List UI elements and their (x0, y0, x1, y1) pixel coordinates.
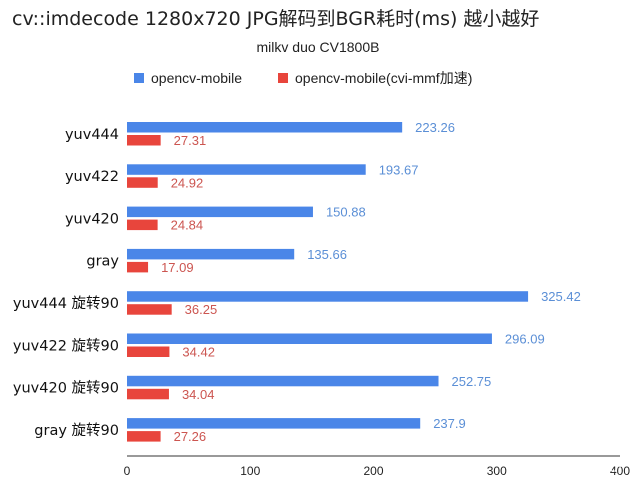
bar-opencv-mobile (127, 206, 313, 218)
category-label: gray (86, 254, 119, 270)
bar-cvi-mmf (127, 346, 170, 357)
bar-cvi-mmf (127, 431, 161, 442)
category-label: yuv422 旋转90 (13, 337, 119, 354)
data-label-cvi-mmf: 27.26 (174, 429, 207, 444)
category-label: yuv444 (65, 127, 119, 143)
data-label-cvi-mmf: 27.31 (174, 133, 207, 148)
bar-cvi-mmf (127, 219, 158, 231)
bar-opencv-mobile (127, 122, 403, 133)
legend-label-series-2: opencv-mobile(cvi-mmf加速) (295, 70, 472, 86)
chart-title: cv::imdecode 1280x720 JPG解码到BGR耗时(ms) 越小… (12, 8, 539, 30)
bar-cvi-mmf (127, 388, 169, 400)
data-label-opencv-mobile: 296.09 (505, 332, 545, 347)
data-label-opencv-mobile: 135.66 (307, 247, 347, 262)
data-label-cvi-mmf: 34.42 (182, 345, 215, 360)
bar-cvi-mmf (127, 135, 161, 146)
bar-cvi-mmf (127, 304, 172, 315)
data-label-opencv-mobile: 193.67 (379, 162, 419, 177)
x-tick-label: 0 (124, 464, 131, 478)
chart-subtitle: milkv duo CV1800B (257, 39, 380, 55)
category-label: yuv422 (65, 169, 119, 185)
data-label-cvi-mmf: 24.84 (171, 218, 204, 233)
bar-opencv-mobile (127, 418, 421, 429)
bar-cvi-mmf (127, 261, 149, 273)
plot-area: 0 100 200 300 400 yuv444 223.26 27.31 yuv422 193.… (13, 120, 630, 478)
x-tick-label: 400 (610, 464, 630, 478)
bar-cvi-mmf (127, 177, 158, 188)
legend: opencv-mobile opencv-mobile(cvi-mmf加速) (134, 70, 472, 86)
data-label-cvi-mmf: 24.92 (171, 175, 204, 190)
data-label-cvi-mmf: 36.25 (185, 302, 218, 317)
x-tick-label: 300 (487, 464, 507, 478)
bar-opencv-mobile (127, 291, 529, 302)
data-label-opencv-mobile: 150.88 (326, 205, 366, 220)
bar-opencv-mobile (127, 333, 492, 344)
category-label: yuv420 旋转90 (13, 380, 119, 397)
legend-swatch-series-1 (134, 73, 144, 83)
category-label: yuv420 (65, 211, 119, 227)
category-label: yuv444 旋转90 (13, 295, 119, 312)
data-label-opencv-mobile: 223.26 (415, 120, 455, 135)
watermark: 知乎 @nihui (541, 459, 622, 476)
data-label-opencv-mobile: 252.75 (452, 374, 492, 389)
bar-opencv-mobile (127, 164, 366, 175)
bar-opencv-mobile (127, 248, 295, 260)
data-label-opencv-mobile: 237.9 (433, 416, 466, 431)
x-tick-label: 100 (240, 464, 260, 478)
legend-swatch-series-2 (278, 73, 288, 83)
data-label-cvi-mmf: 34.04 (182, 387, 215, 402)
legend-label-series-1: opencv-mobile (151, 70, 242, 86)
category-label: gray 旋转90 (34, 422, 119, 439)
data-label-cvi-mmf: 17.09 (161, 260, 194, 275)
data-label-opencv-mobile: 325.42 (541, 289, 581, 304)
bar-opencv-mobile (127, 375, 439, 387)
x-tick-label: 200 (363, 464, 383, 478)
